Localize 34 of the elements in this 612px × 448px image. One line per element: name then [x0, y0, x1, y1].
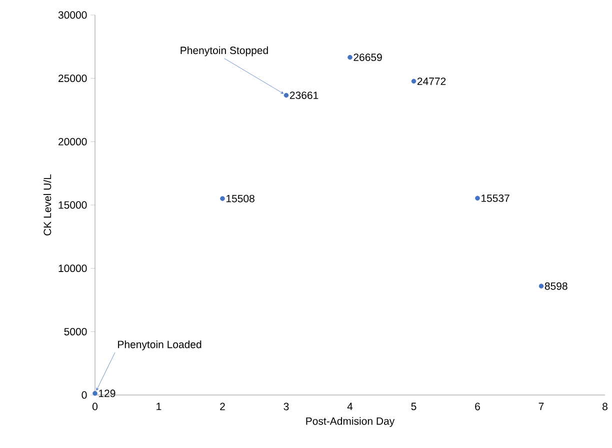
- data-label: 26659: [354, 54, 382, 62]
- point: [92, 390, 98, 396]
- x-tick-label: 4: [347, 402, 353, 410]
- data-label: 15508: [226, 194, 254, 202]
- y-tick-label: 10000: [58, 264, 87, 272]
- x-tick-label: 0: [92, 402, 98, 410]
- x-tick-label: 5: [411, 402, 416, 410]
- point: [538, 284, 544, 288]
- x-tick-label: 8: [602, 402, 608, 410]
- annotation: Phenytoin Stopped: [180, 46, 268, 56]
- x-axis-title: Post-Admision Day: [306, 417, 395, 427]
- x-tick-label: 2: [220, 402, 225, 410]
- point: [475, 196, 480, 201]
- data-label: 15537: [482, 194, 510, 202]
- data-label: 129: [99, 390, 116, 398]
- data-label: 8598: [544, 282, 568, 290]
- x-tick-label: 7: [538, 402, 544, 410]
- data-label: 24772: [417, 78, 446, 85]
- annotation: Phenytoin Loaded: [118, 340, 202, 350]
- point: [284, 92, 289, 98]
- y-tick-label: 20000: [58, 138, 87, 146]
- y-tick-label: 15000: [58, 201, 87, 209]
- y-tick-label: 25000: [58, 74, 87, 82]
- x-tick-label: 1: [156, 402, 162, 410]
- point: [411, 78, 416, 84]
- x-tick-label: 6: [475, 402, 480, 410]
- x-tick-label: 3: [284, 402, 289, 410]
- point: [220, 196, 225, 201]
- y-tick-label: 5000: [64, 328, 87, 336]
- point: [348, 54, 352, 60]
- y-tick-label: 30000: [58, 11, 87, 19]
- y-axis-title: CK Level U/L: [43, 174, 52, 236]
- y-tick-label: 0: [82, 391, 87, 399]
- data-label: 23661: [290, 92, 318, 100]
